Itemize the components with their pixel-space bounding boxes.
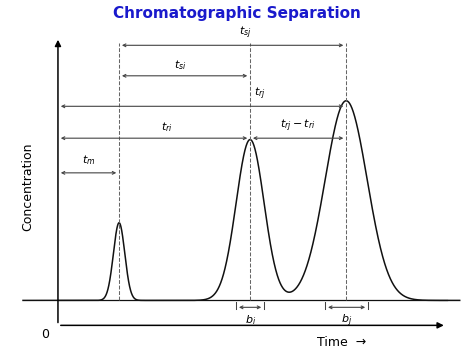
Text: Time  →: Time → [317,337,366,349]
Text: Concentration: Concentration [21,142,34,231]
Text: $t_{sj}$: $t_{sj}$ [239,25,252,41]
Text: $t_{ri}$: $t_{ri}$ [161,120,173,134]
Text: $t_{rj} - t_{ri}$: $t_{rj} - t_{ri}$ [281,118,316,134]
Text: $t_m$: $t_m$ [82,153,95,167]
Text: $b_j$: $b_j$ [341,313,352,329]
Title: Chromatographic Separation: Chromatographic Separation [113,6,361,21]
Text: $t_{rj}$: $t_{rj}$ [255,86,266,102]
Text: 0: 0 [41,328,49,341]
Text: $b_i$: $b_i$ [245,313,255,327]
Text: $t_{si}$: $t_{si}$ [174,58,186,72]
